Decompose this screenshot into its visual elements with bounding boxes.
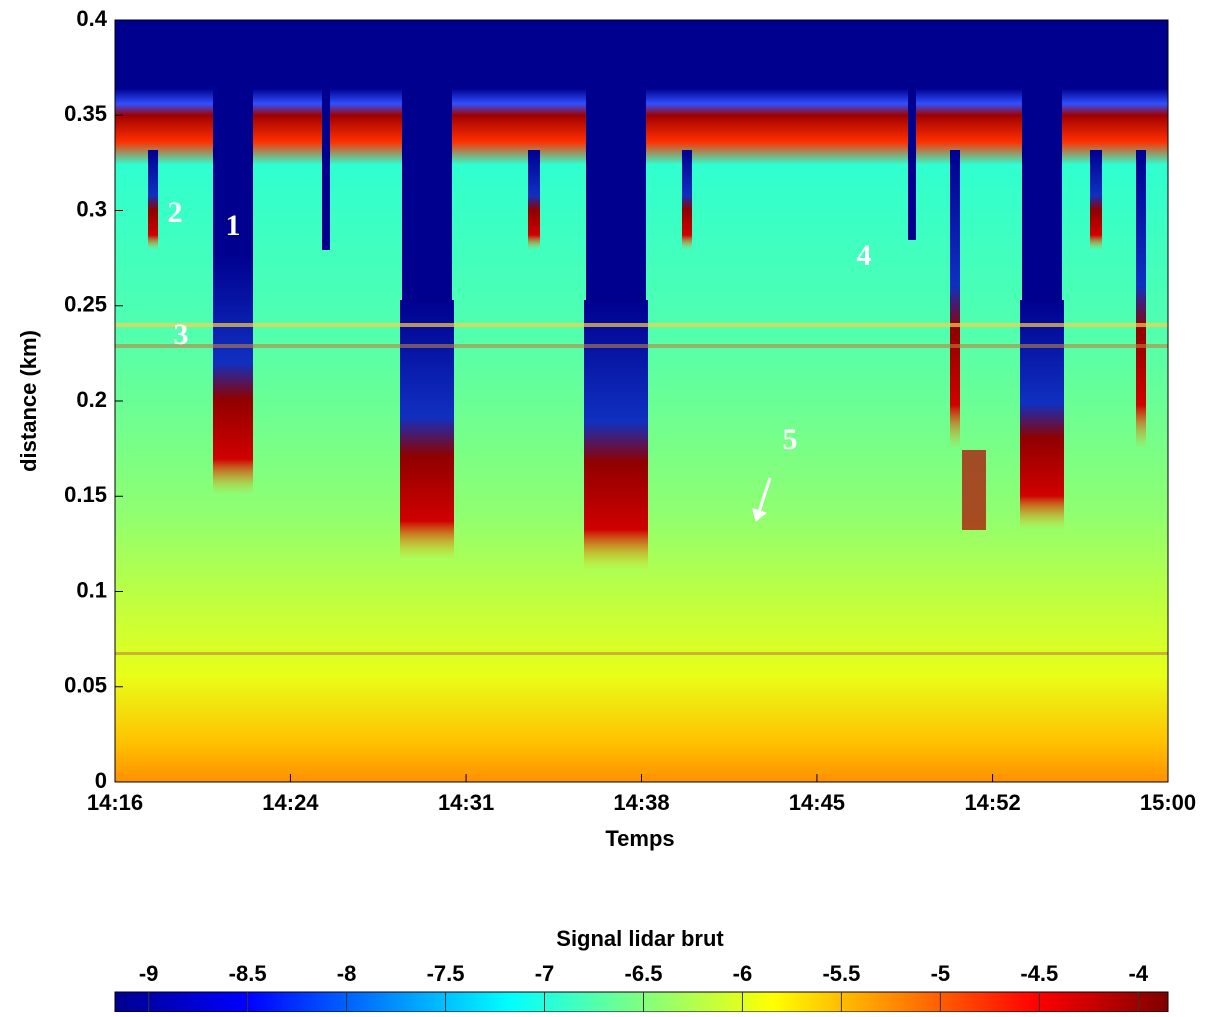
colorbar-label: Signal lidar brut [556, 926, 724, 951]
y-tick-label: 0.35 [64, 101, 107, 126]
annotation: 5 [783, 423, 798, 456]
cloud-column [908, 20, 916, 240]
x-axis-label: Temps [605, 826, 674, 851]
cloud-column [400, 300, 454, 560]
colorbar-tick-label: -8.5 [229, 961, 267, 986]
colorbar [114, 991, 1169, 1013]
cloud-column [1022, 20, 1062, 310]
colorbar-tick-label: -7 [535, 961, 555, 986]
x-tick-label: 14:38 [613, 790, 669, 815]
cloud-column [402, 20, 452, 310]
annotation: 1 [226, 209, 241, 242]
x-tick-label: 14:31 [438, 790, 494, 815]
colorbar-tick-label: -6 [733, 961, 753, 986]
layer-line [115, 323, 1168, 327]
cloud-column [1020, 300, 1064, 530]
cloud-column [148, 150, 158, 250]
heatmap [114, 19, 1169, 783]
cloud-column [950, 150, 960, 450]
cloud-column [213, 255, 253, 495]
cloud-column [586, 20, 646, 310]
colorbar-tick-label: -5.5 [822, 961, 860, 986]
x-tick-label: 14:16 [87, 790, 143, 815]
x-tick-label: 14:24 [262, 790, 319, 815]
cloud-column [962, 450, 986, 530]
y-tick-label: 0.2 [76, 387, 107, 412]
annotation-arrow [756, 477, 772, 517]
annotation-arrow-head [751, 507, 768, 522]
y-tick-label: 0.25 [64, 292, 107, 317]
y-tick-label: 0.15 [64, 482, 107, 507]
y-axis-label: distance (km) [16, 330, 41, 472]
cloud-column [682, 150, 692, 250]
colorbar-tick-label: -8 [337, 961, 357, 986]
annotation: 2 [168, 196, 183, 229]
colorbar-tick-label: -4.5 [1020, 961, 1058, 986]
annotation: 4 [857, 239, 872, 272]
layer-line [115, 652, 1168, 655]
y-tick-label: 0.05 [64, 673, 107, 698]
cloud-column [1136, 150, 1146, 450]
y-tick-label: 0.4 [76, 6, 107, 31]
colorbar-tick-label: -9 [139, 961, 159, 986]
cloud-column [584, 300, 648, 570]
cloud-column [322, 20, 330, 250]
x-tick-label: 14:52 [964, 790, 1020, 815]
colorbar-tick-label: -5 [931, 961, 951, 986]
colorbar-tick-label: -6.5 [625, 961, 663, 986]
annotation: 3 [174, 318, 189, 351]
y-tick-label: 0 [95, 768, 107, 793]
x-tick-label: 14:45 [789, 790, 845, 815]
colorbar-tick-label: -7.5 [427, 961, 465, 986]
x-tick-label: 15:00 [1140, 790, 1196, 815]
layer-line [115, 344, 1168, 348]
y-tick-label: 0.1 [76, 577, 107, 602]
cloud-column [213, 20, 253, 260]
colorbar-tick-label: -4 [1129, 961, 1149, 986]
cloud-column [1090, 150, 1102, 250]
y-tick-label: 0.3 [76, 196, 107, 221]
cloud-column [528, 150, 540, 250]
